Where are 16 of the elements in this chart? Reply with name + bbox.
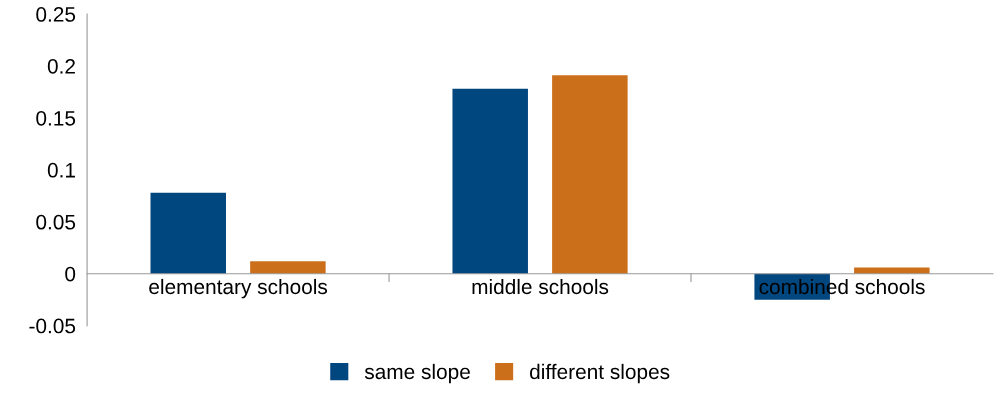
y-tick-label: 0.15 [36, 110, 76, 126]
x-tick-label: elementary schools [149, 278, 328, 299]
y-tick-label: 0.2 [47, 59, 75, 74]
bar [150, 192, 226, 274]
bar [552, 75, 628, 274]
bar [452, 88, 528, 274]
legend-label: different slopes [530, 363, 670, 384]
y-tick-label: 0.05 [36, 214, 76, 230]
bar [250, 261, 326, 274]
y-tick-label: -0.05 [29, 318, 76, 334]
x-tick-label: middle schools [472, 278, 609, 295]
bar [854, 267, 930, 274]
y-tick-label: 0.1 [47, 162, 75, 178]
y-tick-label: 0.25 [36, 7, 76, 22]
legend-label: same slope [364, 363, 470, 384]
y-tick-label: 0 [65, 266, 76, 282]
